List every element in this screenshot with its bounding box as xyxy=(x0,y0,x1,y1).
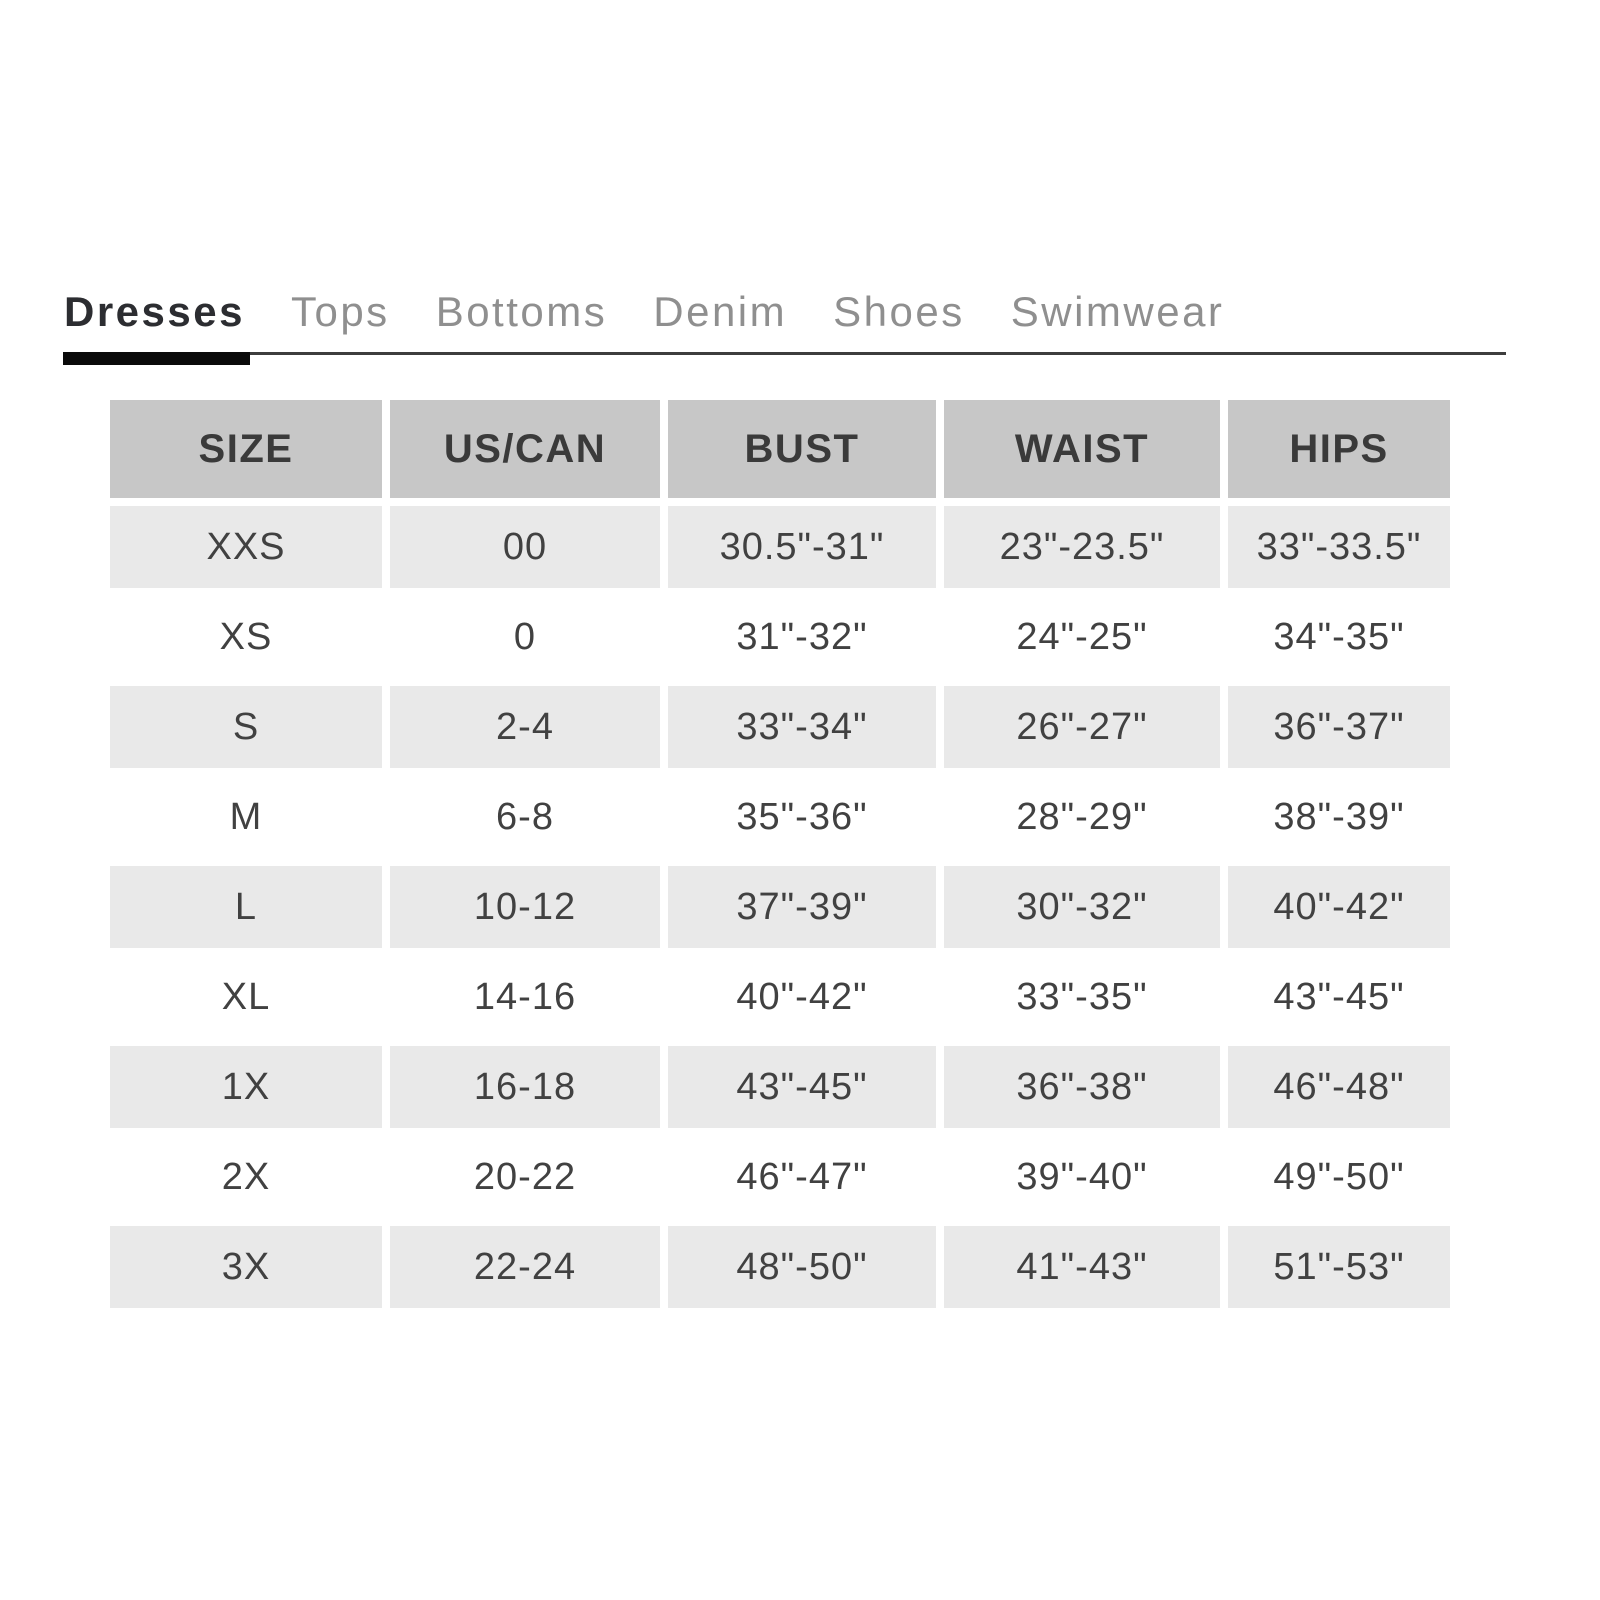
table-cell: 48"-50" xyxy=(668,1226,936,1308)
table-row: M 6-8 35"-36" 28"-29" 38"-39" xyxy=(110,776,1450,858)
table-cell: M xyxy=(110,776,382,858)
table-cell: 20-22 xyxy=(390,1136,660,1218)
size-table-body: XXS 00 30.5"-31" 23"-23.5" 33"-33.5" XS 0 31"-3… xyxy=(110,506,1450,1308)
table-cell: 39"-40" xyxy=(944,1136,1220,1218)
table-cell: 24"-25" xyxy=(944,596,1220,678)
table-cell: 26"-27" xyxy=(944,686,1220,768)
table-cell: 16-18 xyxy=(390,1046,660,1128)
table-cell: 1X xyxy=(110,1046,382,1128)
table-cell: 14-16 xyxy=(390,956,660,1038)
tab-denim[interactable]: Denim xyxy=(653,288,788,335)
table-cell: 3X xyxy=(110,1226,382,1308)
table-cell: 46"-47" xyxy=(668,1136,936,1218)
table-row: XXS 00 30.5"-31" 23"-23.5" 33"-33.5" xyxy=(110,506,1450,588)
tab-bottoms[interactable]: Bottoms xyxy=(435,288,608,335)
table-cell: 10-12 xyxy=(390,866,660,948)
table-row: 3X 22-24 48"-50" 41"-43" 51"-53" xyxy=(110,1226,1450,1308)
table-cell: L xyxy=(110,866,382,948)
table-row: S 2-4 33"-34" 26"-27" 36"-37" xyxy=(110,686,1450,768)
table-cell: 2X xyxy=(110,1136,382,1218)
table-cell: 51"-53" xyxy=(1228,1226,1450,1308)
table-cell: 6-8 xyxy=(390,776,660,858)
table-cell: 46"-48" xyxy=(1228,1046,1450,1128)
table-cell: 33"-34" xyxy=(668,686,936,768)
table-cell: 38"-39" xyxy=(1228,776,1450,858)
header-row: SIZE US/CAN BUST WAIST HIPS xyxy=(110,400,1450,498)
table-cell: 0 xyxy=(390,596,660,678)
size-chart-table: SIZE US/CAN BUST WAIST HIPS XXS 00 30.5"-3… xyxy=(102,392,1458,1316)
tab-shoes[interactable]: Shoes xyxy=(833,288,965,335)
table-cell: 43"-45" xyxy=(668,1046,936,1128)
table-cell: 33"-33.5" xyxy=(1228,506,1450,588)
column-header-bust: BUST xyxy=(668,400,936,498)
table-row: L 10-12 37"-39" 30"-32" 40"-42" xyxy=(110,866,1450,948)
table-cell: 40"-42" xyxy=(668,956,936,1038)
table-cell: XS xyxy=(110,596,382,678)
tab-tops[interactable]: Tops xyxy=(290,288,390,335)
table-cell: 37"-39" xyxy=(668,866,936,948)
table-cell: 34"-35" xyxy=(1228,596,1450,678)
table-cell: XXS xyxy=(110,506,382,588)
table-cell: 00 xyxy=(390,506,660,588)
table-cell: 22-24 xyxy=(390,1226,660,1308)
column-header-waist: WAIST xyxy=(944,400,1220,498)
table-cell: 2-4 xyxy=(390,686,660,768)
table-row: 2X 20-22 46"-47" 39"-40" 49"-50" xyxy=(110,1136,1450,1218)
table-cell: 33"-35" xyxy=(944,956,1220,1038)
tab-bar: Dresses Tops Bottoms Denim Shoes Swimwea… xyxy=(63,288,1506,365)
table-row: 1X 16-18 43"-45" 36"-38" 46"-48" xyxy=(110,1046,1450,1128)
table-cell: 40"-42" xyxy=(1228,866,1450,948)
tab-dresses[interactable]: Dresses xyxy=(63,288,250,365)
column-header-size: SIZE xyxy=(110,400,382,498)
table-cell: 30.5"-31" xyxy=(668,506,936,588)
table-cell: XL xyxy=(110,956,382,1038)
table-cell: 49"-50" xyxy=(1228,1136,1450,1218)
table-cell: 36"-38" xyxy=(944,1046,1220,1128)
size-chart-container: SIZE US/CAN BUST WAIST HIPS XXS 00 30.5"-3… xyxy=(102,392,1458,1316)
table-cell: 31"-32" xyxy=(668,596,936,678)
category-tabs: Dresses Tops Bottoms Denim Shoes Swimwea… xyxy=(63,288,1506,365)
table-cell: 28"-29" xyxy=(944,776,1220,858)
tab-swimwear[interactable]: Swimwear xyxy=(1010,288,1225,335)
column-header-uscan: US/CAN xyxy=(390,400,660,498)
table-cell: 30"-32" xyxy=(944,866,1220,948)
table-row: XS 0 31"-32" 24"-25" 34"-35" xyxy=(110,596,1450,678)
table-cell: S xyxy=(110,686,382,768)
table-cell: 43"-45" xyxy=(1228,956,1450,1038)
table-cell: 41"-43" xyxy=(944,1226,1220,1308)
table-row: XL 14-16 40"-42" 33"-35" 43"-45" xyxy=(110,956,1450,1038)
table-cell: 23"-23.5" xyxy=(944,506,1220,588)
table-cell: 36"-37" xyxy=(1228,686,1450,768)
table-cell: 35"-36" xyxy=(668,776,936,858)
column-header-hips: HIPS xyxy=(1228,400,1450,498)
